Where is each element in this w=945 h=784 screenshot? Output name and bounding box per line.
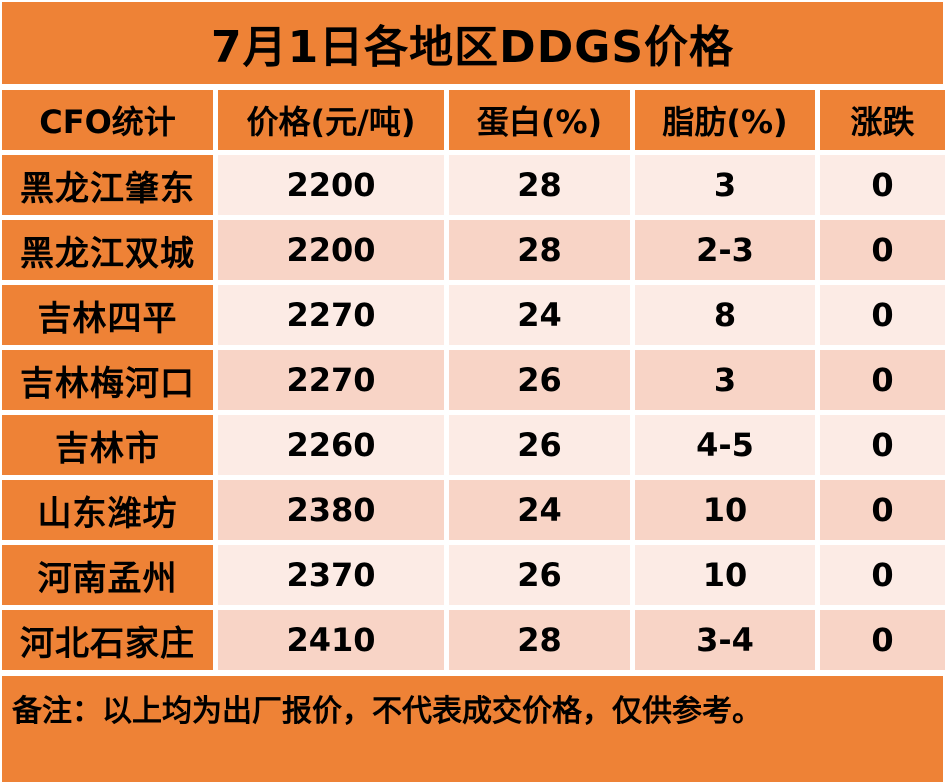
header-fat: 脂肪(%): [635, 90, 815, 150]
row-fat: 10: [635, 480, 815, 540]
row-price: 2270: [218, 350, 444, 410]
row-region: 河南孟州: [2, 545, 213, 605]
row-fat: 3-4: [635, 610, 815, 670]
row-change: 0: [820, 220, 945, 280]
row-fat: 10: [635, 545, 815, 605]
header-region: CFO统计: [2, 90, 213, 150]
row-price: 2270: [218, 285, 444, 345]
header-change: 涨跌: [820, 90, 945, 150]
price-table: CFO统计 价格(元/吨) 蛋白(%) 脂肪(%) 涨跌 黑龙江肇东 2200 …: [2, 90, 945, 670]
row-change: 0: [820, 545, 945, 605]
row-protein: 26: [449, 415, 630, 475]
row-region: 黑龙江肇东: [2, 155, 213, 215]
row-price: 2410: [218, 610, 444, 670]
row-protein: 28: [449, 220, 630, 280]
row-region: 吉林市: [2, 415, 213, 475]
row-price: 2200: [218, 155, 444, 215]
table-title: 7月1日各地区DDGS价格: [2, 2, 943, 84]
row-price: 2260: [218, 415, 444, 475]
row-protein: 26: [449, 545, 630, 605]
row-region: 山东潍坊: [2, 480, 213, 540]
row-protein: 28: [449, 610, 630, 670]
row-change: 0: [820, 350, 945, 410]
row-protein: 26: [449, 350, 630, 410]
row-change: 0: [820, 610, 945, 670]
row-change: 0: [820, 480, 945, 540]
footnote: 备注：以上均为出厂报价，不代表成交价格，仅供参考。: [2, 676, 943, 782]
row-change: 0: [820, 415, 945, 475]
row-region: 吉林四平: [2, 285, 213, 345]
row-change: 0: [820, 285, 945, 345]
row-fat: 8: [635, 285, 815, 345]
row-price: 2380: [218, 480, 444, 540]
header-price: 价格(元/吨): [218, 90, 444, 150]
row-region: 河北石家庄: [2, 610, 213, 670]
row-price: 2200: [218, 220, 444, 280]
row-fat: 3: [635, 350, 815, 410]
header-protein: 蛋白(%): [449, 90, 630, 150]
row-fat: 4-5: [635, 415, 815, 475]
row-fat: 2-3: [635, 220, 815, 280]
row-region: 黑龙江双城: [2, 220, 213, 280]
row-protein: 28: [449, 155, 630, 215]
row-price: 2370: [218, 545, 444, 605]
row-protein: 24: [449, 285, 630, 345]
row-fat: 3: [635, 155, 815, 215]
row-region: 吉林梅河口: [2, 350, 213, 410]
row-change: 0: [820, 155, 945, 215]
row-protein: 24: [449, 480, 630, 540]
